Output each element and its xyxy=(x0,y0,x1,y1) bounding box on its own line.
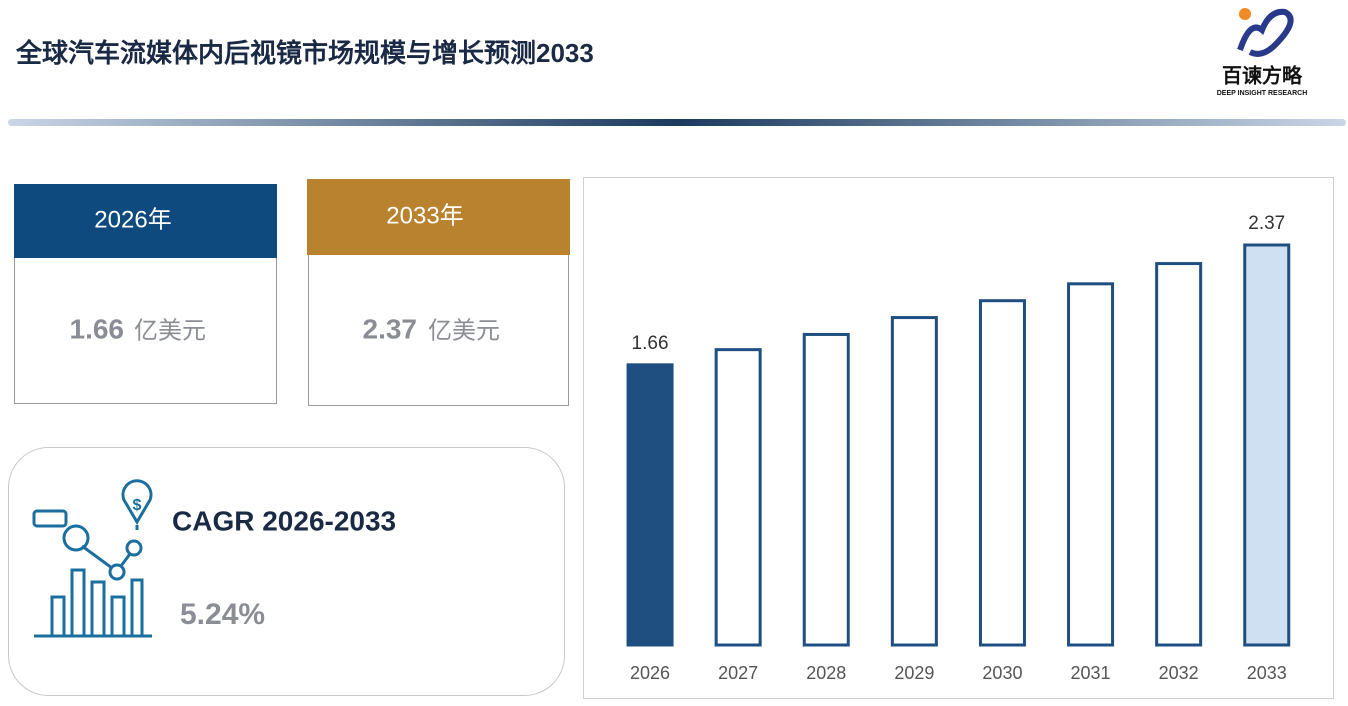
bar xyxy=(802,332,850,647)
bar xyxy=(1243,243,1291,647)
bar xyxy=(714,348,762,647)
card-value: 2.37 xyxy=(363,313,418,344)
bar xyxy=(978,299,1026,647)
cagr-label: CAGR 2026-2033 xyxy=(172,505,396,536)
divider xyxy=(8,119,1346,126)
x-tick-label: 2028 xyxy=(806,663,846,683)
svg-text:$: $ xyxy=(133,497,142,514)
value-label: 2.37 xyxy=(1248,213,1285,234)
bar xyxy=(890,316,938,647)
logo-tagline: DEEP INSIGHT RESEARCH xyxy=(1217,90,1308,97)
cagr-box: $ CAGR 2026-2033 5.24% xyxy=(8,447,565,696)
x-tick-label: 2029 xyxy=(894,663,934,683)
card-unit: 亿美元 xyxy=(134,317,206,344)
bar xyxy=(626,363,674,647)
x-tick-label: 2032 xyxy=(1159,663,1199,683)
x-tick-label: 2027 xyxy=(718,663,758,683)
x-tick-label: 2031 xyxy=(1071,663,1111,683)
card-2033: 2033年 2.37 亿美元 xyxy=(307,179,570,406)
bar xyxy=(1067,282,1115,647)
plot: 2026 1.66 2027 2028 2029 2030 2031 2032 2033 2.37 xyxy=(626,213,1291,683)
chart-frame xyxy=(583,177,1334,699)
logo-name: 百谏方略 xyxy=(1222,63,1303,87)
x-tick-label: 2030 xyxy=(982,663,1022,683)
logo: 百谏方略 DEEP INSIGHT RESEARCH xyxy=(1217,8,1308,97)
card-value: 1.66 xyxy=(70,313,125,344)
card-2026: 2026年 1.66 亿美元 xyxy=(14,184,277,404)
bar xyxy=(1155,262,1203,647)
x-tick-label: 2026 xyxy=(630,663,670,683)
card-year: 2033年 xyxy=(386,202,463,229)
card-unit: 亿美元 xyxy=(428,317,500,344)
value-label: 1.66 xyxy=(632,333,669,354)
title: 全球汽车流媒体内后视镜市场规模与增长预测2033 xyxy=(15,38,594,68)
x-tick-label: 2033 xyxy=(1247,663,1287,683)
card-year: 2026年 xyxy=(94,206,171,233)
cagr-value: 5.24% xyxy=(180,598,265,631)
